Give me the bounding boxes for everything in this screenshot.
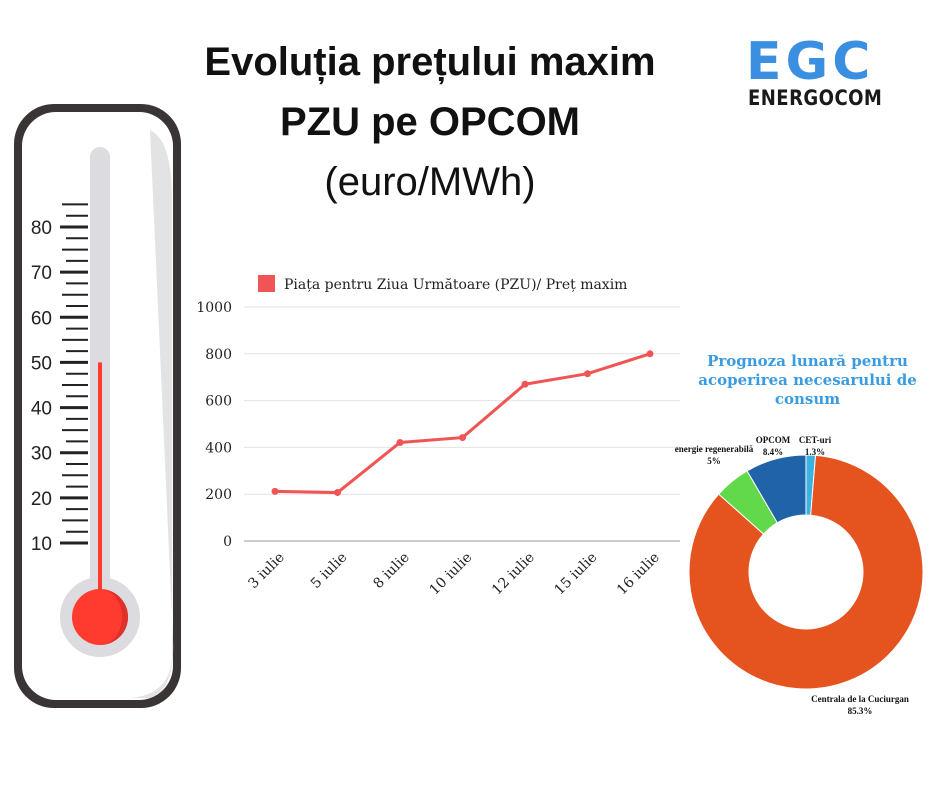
pie-label-energie: energie regenerabilă 5% — [664, 443, 764, 467]
slice-percent: 5% — [707, 456, 721, 466]
title-unit: (euro/MWh) — [324, 160, 536, 204]
pie-slice-opcom — [746, 454, 807, 524]
pie-title: Prognoza lunară pentru acoperirea necesa… — [698, 352, 917, 408]
data-point — [334, 489, 341, 497]
thermo-tick-label: 20 — [31, 489, 52, 510]
y-tick-label: 0 — [223, 534, 232, 550]
title-line-1: Evoluția prețului maxim — [204, 40, 656, 84]
y-tick-label: 800 — [205, 347, 232, 363]
y-tick-label: 200 — [205, 487, 232, 503]
y-tick-label: 400 — [205, 440, 232, 456]
thermo-tick-label: 40 — [31, 399, 52, 420]
thermometer-bulb — [72, 589, 128, 645]
legend-label: Piața pentru Ziua Următoare (PZU)/ Preț … — [284, 277, 627, 293]
slice-name: CET-uri — [798, 435, 832, 445]
y-tick-label: 600 — [205, 394, 232, 410]
data-point — [646, 350, 654, 358]
slice-percent: 85.3% — [847, 706, 873, 716]
pie-label-opcom: OPCOM 8.4% — [748, 434, 798, 458]
slice-name: energie regenerabilă — [674, 444, 754, 454]
thermometer-shadow — [130, 130, 174, 698]
slice-percent: 1.3% — [804, 447, 826, 457]
thermo-tick-label: 50 — [31, 353, 52, 374]
thermo-tick-label: 80 — [31, 218, 52, 239]
title-line-2: PZU pe OPCOM — [279, 100, 581, 144]
thermometer-mercury — [98, 362, 102, 600]
thermo-tick-label: 60 — [31, 308, 52, 329]
data-point — [459, 434, 466, 442]
y-tick-label: 1000 — [196, 300, 232, 316]
pie-label-cet: CET-uri 1.3% — [795, 434, 835, 458]
thermometer-bulb-shade — [100, 589, 128, 645]
pie-slice-centrala-de-la-cuciurgan — [688, 454, 924, 690]
slice-name: OPCOM — [755, 435, 791, 445]
data-point — [271, 487, 279, 495]
legend-swatch — [258, 275, 275, 292]
logo-egc: EGC — [746, 32, 875, 92]
thermo-tick-label: 30 — [31, 444, 52, 465]
thermo-tick-label: 10 — [31, 534, 52, 555]
slice-percent: 8.4% — [762, 447, 784, 457]
slice-name: Centrala de la Cuciurgan — [811, 694, 909, 704]
data-point — [396, 438, 404, 446]
thermo-tick-label: 70 — [31, 263, 52, 284]
data-point — [584, 370, 591, 378]
data-point — [521, 380, 529, 388]
pie-label-centrala: Centrala de la Cuciurgan 85.3% — [795, 693, 925, 717]
logo-energocom: ENERGOCOM — [748, 86, 883, 110]
